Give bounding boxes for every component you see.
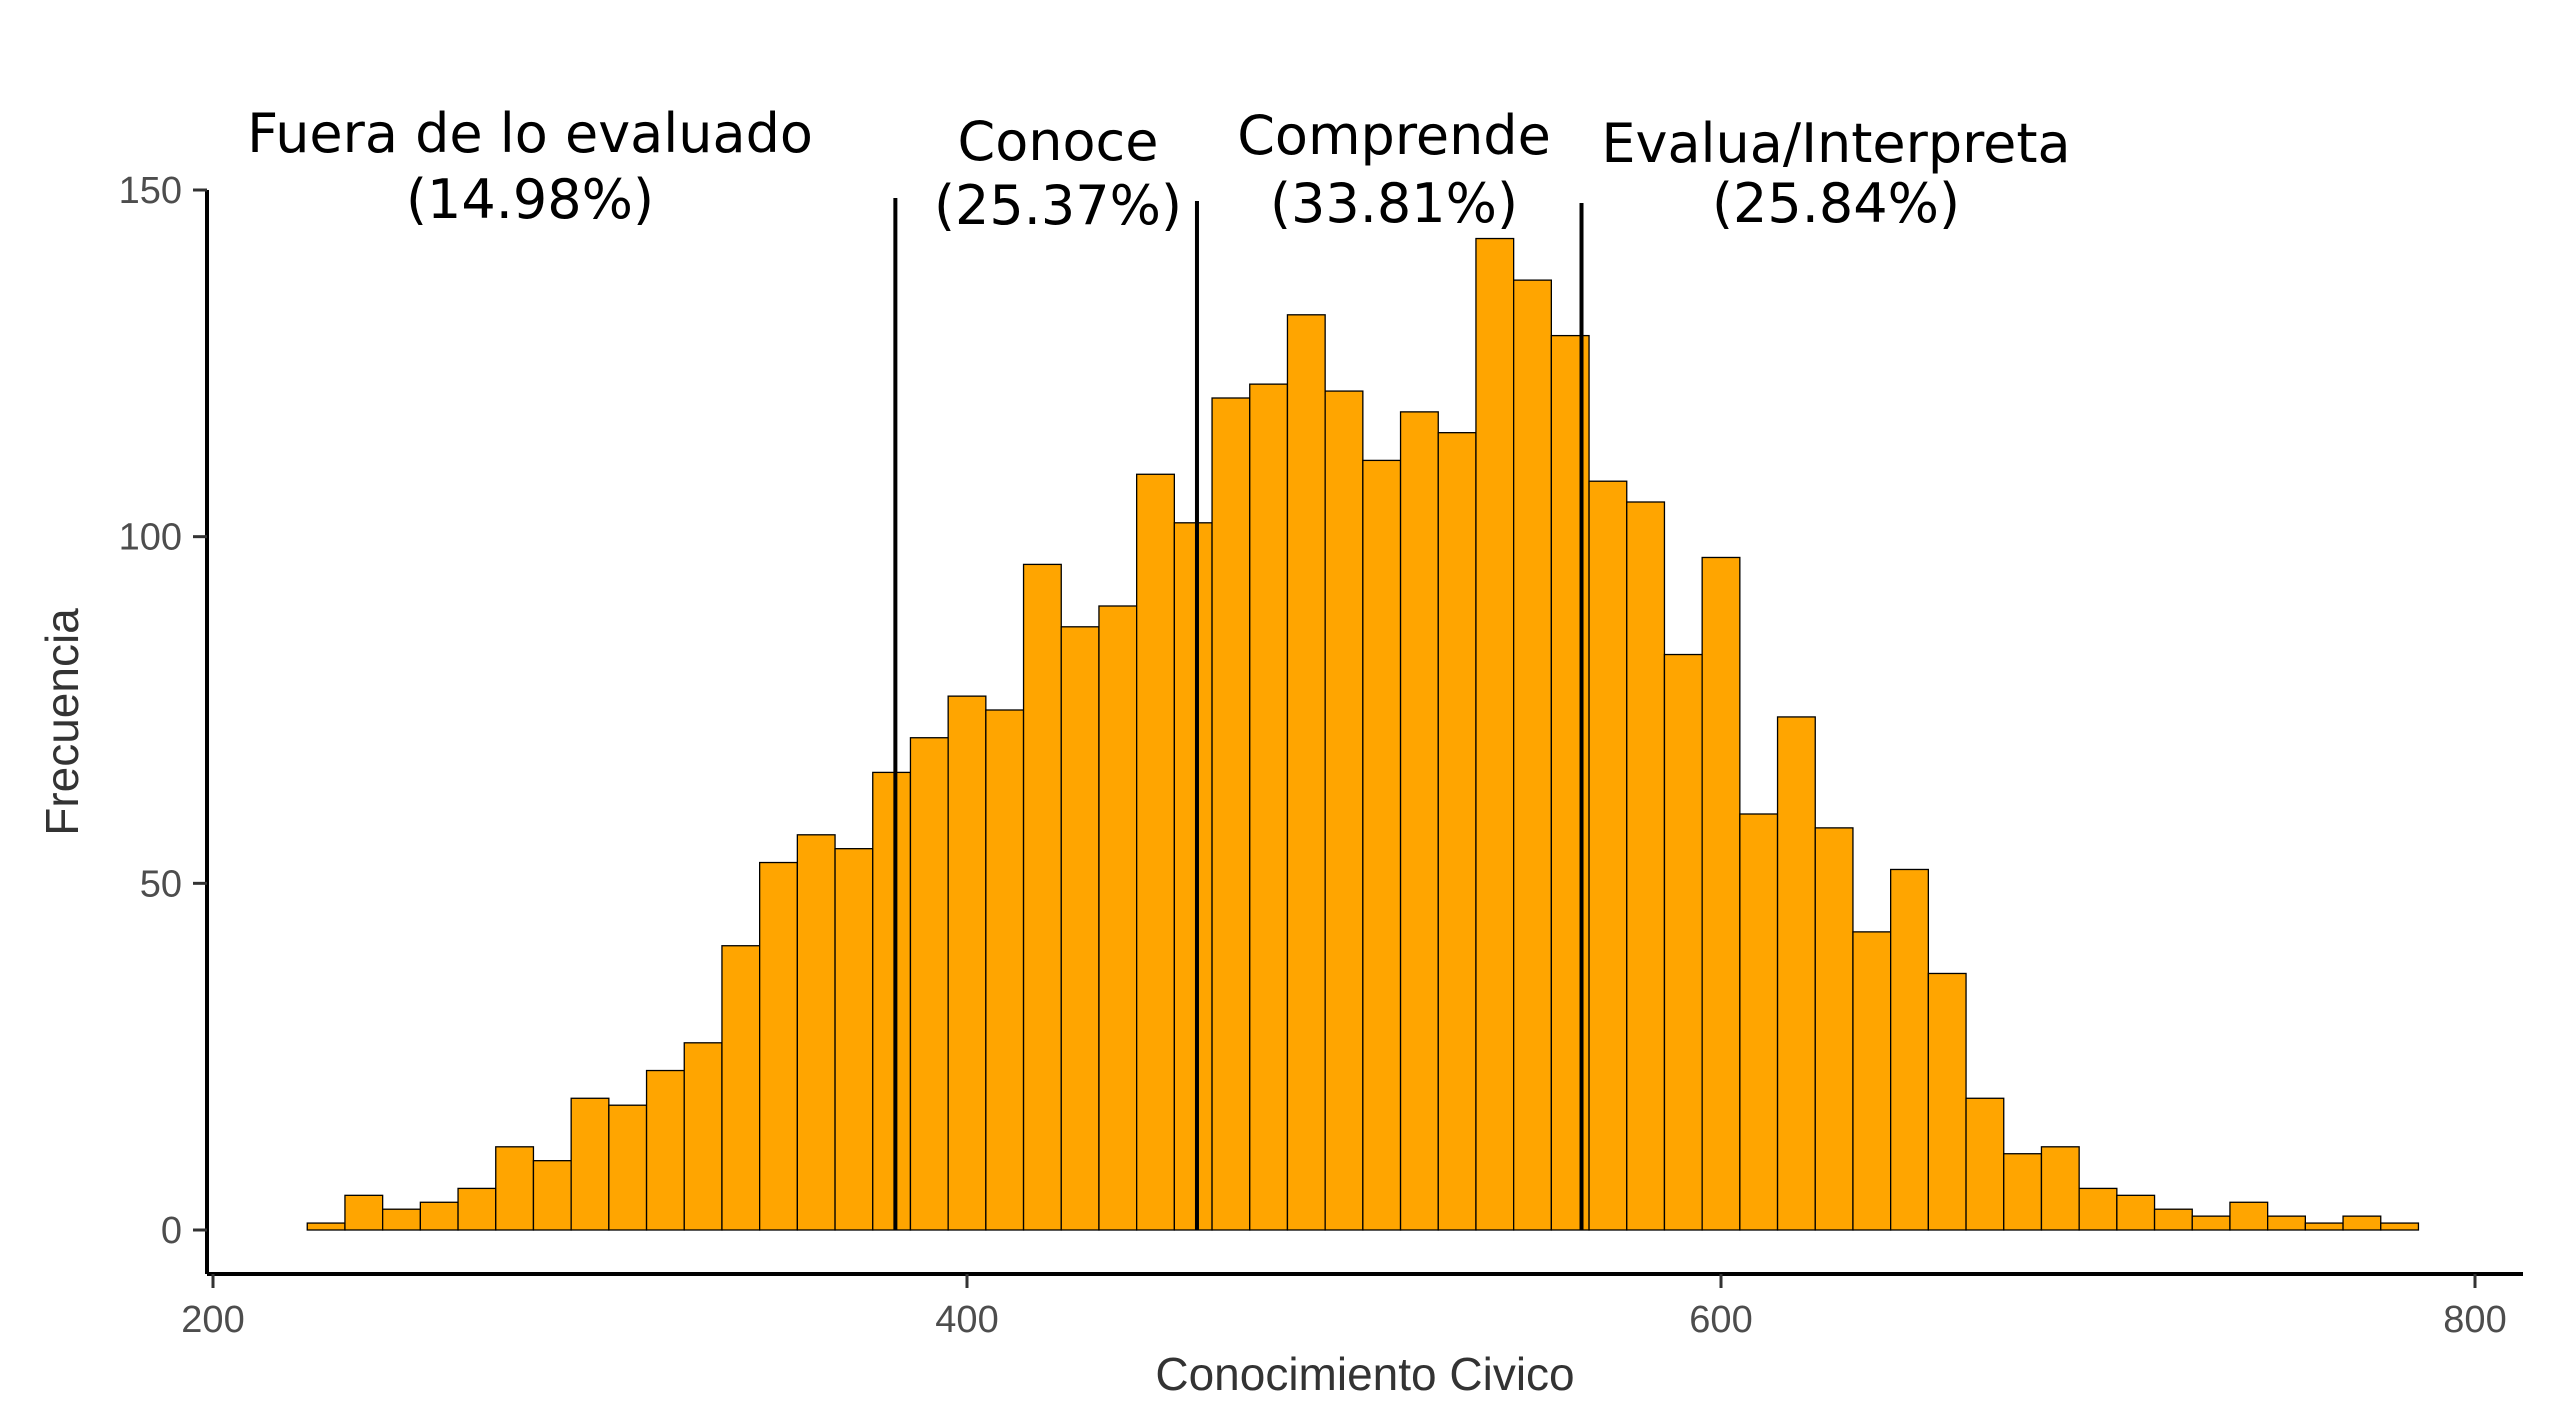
histogram-bar	[1927, 972, 1967, 1231]
histogram-bar	[2040, 1146, 2080, 1231]
y-axis-ticks: 0 50 100 150	[119, 170, 207, 1252]
x-axis-title: Conocimiento Civico	[1155, 1348, 1574, 1400]
histogram-bar	[1513, 279, 1553, 1231]
region-labels: Fuera de lo evaluado(14.98%) Conoce(25.37…	[247, 102, 2071, 237]
y-tick-label: 100	[119, 517, 182, 559]
histogram-bar	[909, 737, 949, 1231]
histogram-bar	[759, 861, 799, 1231]
histogram-bar	[2266, 1215, 2306, 1231]
y-axis-title: Frecuencia	[36, 608, 88, 836]
x-tick-label: 200	[181, 1299, 244, 1341]
histogram-bar	[495, 1146, 535, 1231]
histogram-bar	[1399, 411, 1439, 1231]
histogram-bar	[1136, 473, 1176, 1231]
histogram-bar	[2116, 1194, 2156, 1231]
histogram-bar	[645, 1069, 685, 1231]
histogram-bar	[1776, 716, 1816, 1231]
region-label-name: Conoce	[958, 110, 1159, 173]
histogram-bar	[1965, 1097, 2005, 1231]
histogram-bar	[1475, 237, 1515, 1231]
y-tick-label: 150	[119, 170, 182, 212]
histogram-bar	[1890, 868, 1930, 1231]
histogram-bar	[1060, 626, 1100, 1231]
histogram-bar	[834, 848, 874, 1231]
histogram-bar	[1286, 314, 1326, 1231]
region-label-name: Evalua/Interpreta	[1601, 112, 2070, 175]
histogram-bar	[1852, 931, 1892, 1231]
histogram-bar	[2304, 1222, 2344, 1231]
histogram-bar	[1362, 459, 1402, 1231]
histogram-bar	[721, 945, 761, 1231]
histogram-bar	[2191, 1215, 2231, 1231]
histogram-bar	[419, 1201, 459, 1231]
histogram-bars	[306, 237, 2420, 1231]
histogram-bar	[1739, 813, 1779, 1231]
histogram-bar	[1701, 556, 1741, 1231]
cutoff-lines	[893, 198, 1584, 1230]
histogram-bar	[1626, 501, 1666, 1231]
histogram-bar	[2153, 1208, 2193, 1231]
region-label-percent: (25.84%)	[1712, 172, 1960, 235]
y-tick-label: 0	[161, 1210, 182, 1252]
histogram-bar	[306, 1222, 346, 1231]
histogram-bar	[2380, 1222, 2420, 1231]
region-label-percent: (14.98%)	[406, 168, 654, 231]
histogram-bar	[1098, 605, 1138, 1231]
histogram-bar	[1022, 563, 1062, 1231]
histogram-bar	[344, 1194, 384, 1231]
histogram-bar	[2078, 1187, 2118, 1231]
histogram-bar	[1437, 432, 1477, 1231]
histogram-bar	[608, 1104, 648, 1231]
histogram-bar	[796, 834, 836, 1231]
region-label-name: Fuera de lo evaluado	[247, 102, 813, 165]
histogram-bar	[2229, 1201, 2269, 1231]
histogram-bar	[1249, 383, 1289, 1231]
y-tick-label: 50	[140, 863, 182, 905]
histogram-bar	[2003, 1153, 2043, 1231]
histogram-bar	[381, 1208, 421, 1231]
histogram-bar	[947, 695, 987, 1231]
histogram-bar	[872, 771, 912, 1231]
x-tick-label: 400	[935, 1299, 998, 1341]
x-tick-label: 800	[2443, 1299, 2506, 1341]
histogram-bar	[532, 1160, 572, 1231]
histogram-bar	[2342, 1215, 2382, 1231]
histogram-bar	[570, 1097, 610, 1231]
x-axis-ticks: 200 400 600 800	[181, 1274, 2507, 1341]
histogram-bar	[985, 709, 1025, 1231]
x-tick-label: 600	[1689, 1299, 1752, 1341]
histogram-bar	[1588, 480, 1628, 1231]
histogram-bar	[1324, 390, 1364, 1231]
histogram-bar	[1173, 522, 1213, 1231]
region-label-percent: (25.37%)	[934, 174, 1182, 237]
histogram-bar	[683, 1042, 723, 1231]
histogram-bar	[457, 1187, 497, 1231]
histogram-bar	[1663, 653, 1703, 1231]
region-label-percent: (33.81%)	[1270, 172, 1518, 235]
region-label-name: Comprende	[1237, 104, 1551, 167]
histogram-bar	[1814, 827, 1854, 1231]
histogram-bar	[1211, 397, 1251, 1231]
